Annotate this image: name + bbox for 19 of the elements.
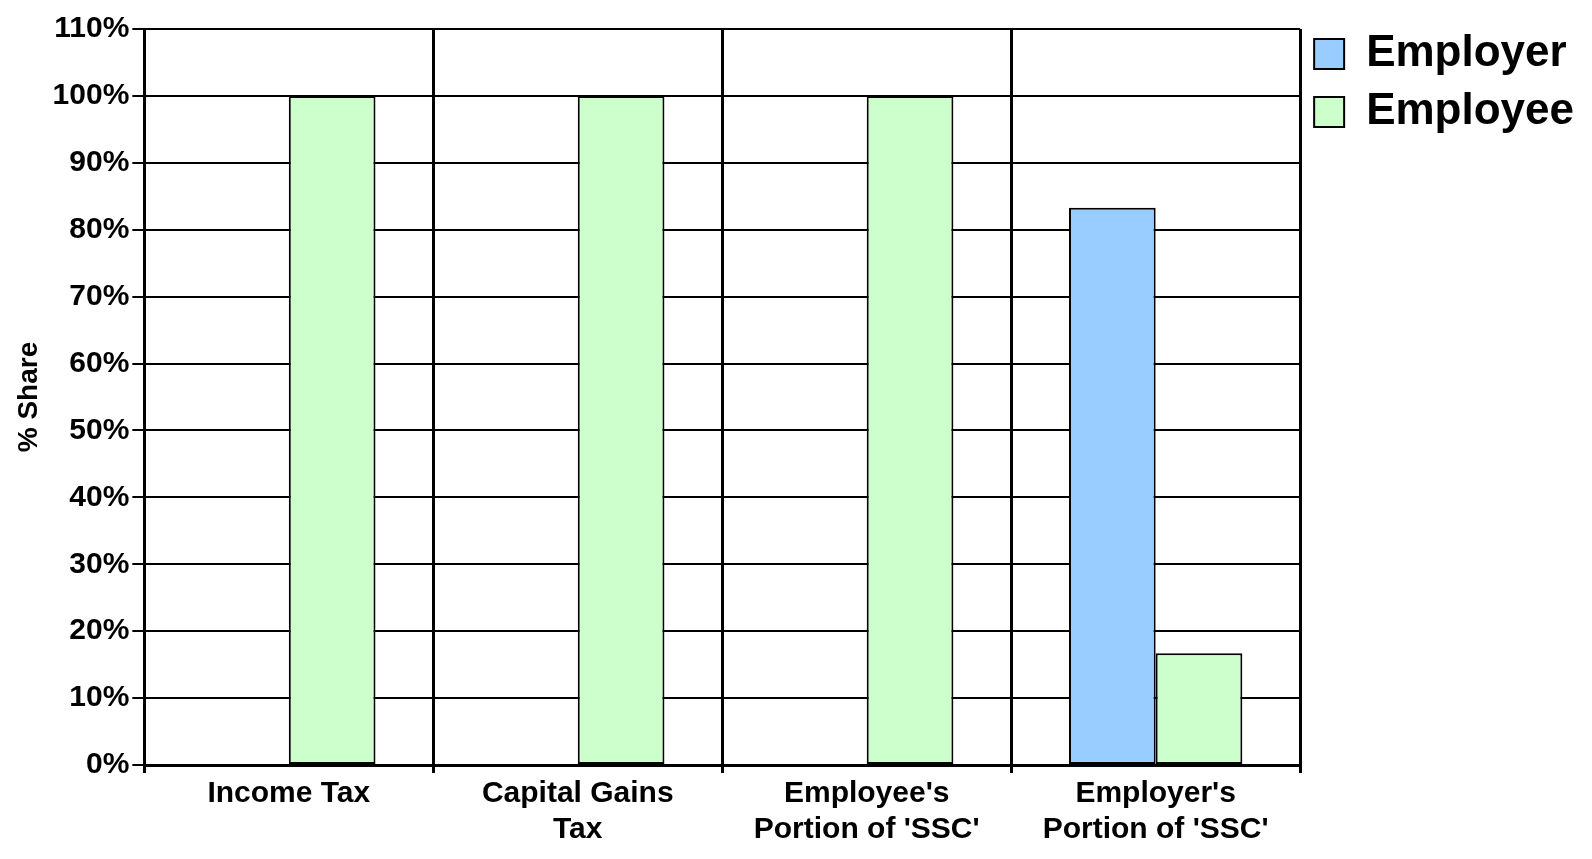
y-tick-label: 110% [54,10,130,44]
y-tick-label: 0% [85,746,130,780]
y-axis-title: % Share [11,341,43,453]
x-tick-label: Employee's Portion of 'SSC' [753,775,980,845]
y-tick-label: 40% [69,478,130,512]
y-tick-label: 80% [69,210,130,244]
y-tick-label: 50% [69,411,130,445]
y-tick-label: 70% [69,277,130,311]
x-tick-label: Income Tax [207,775,371,809]
y-tick-label: 30% [69,545,130,579]
legend-label: Employer [1366,26,1567,76]
x-tick-label: Capital Gains Tax [481,775,674,845]
y-tick-label: 60% [69,344,130,378]
legend-label: Employee [1366,84,1575,134]
y-tick-label: 20% [69,612,130,646]
y-tick-label: 90% [69,144,130,178]
y-tick-label: 10% [69,679,130,713]
y-tick-label: 100% [52,77,130,111]
x-tick-label: Employer's Portion of 'SSC' [1042,775,1269,845]
